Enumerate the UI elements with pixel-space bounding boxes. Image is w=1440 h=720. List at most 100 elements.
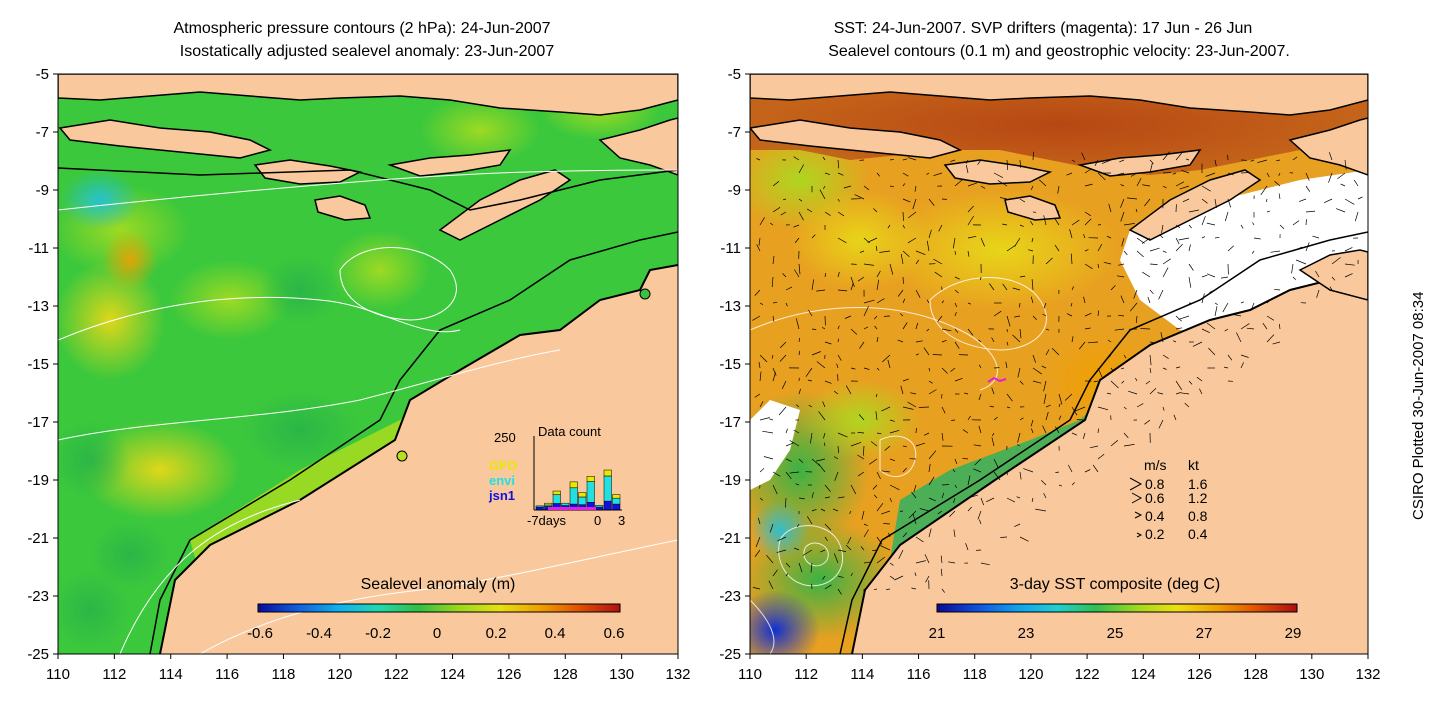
velocity-arrow (1162, 354, 1169, 359)
velocity-arrow (824, 341, 832, 345)
velocity-arrow (1344, 159, 1347, 170)
anomaly-patch (420, 95, 540, 165)
velocity-arrow (1149, 263, 1158, 265)
velocity-arrow (1066, 313, 1073, 317)
velocity-legend-kt: 1.6 (1188, 476, 1208, 492)
velocity-arrow (1182, 198, 1190, 203)
velocity-arrow (888, 532, 891, 538)
velocity-arrow (932, 354, 943, 356)
velocity-arrow (1120, 184, 1125, 187)
velocity-arrow (873, 588, 878, 591)
velocity-arrow (1087, 341, 1099, 344)
velocity-arrow (769, 523, 774, 533)
velocity-arrow (863, 367, 870, 370)
velocity-arrow (1224, 328, 1229, 332)
x-tick-label: 118 (963, 666, 987, 683)
velocity-arrow (1002, 283, 1008, 291)
velocity-arrow (1344, 263, 1355, 266)
velocity-arrow (965, 165, 969, 174)
velocity-arrow (993, 416, 998, 421)
velocity-arrow (1019, 159, 1022, 168)
velocity-arrow (1121, 380, 1125, 384)
velocity-arrow (850, 441, 862, 447)
velocity-arrow (1042, 425, 1047, 434)
velocity-arrow (1149, 367, 1152, 374)
velocity-arrow (1266, 334, 1275, 343)
velocity-arrow (845, 544, 852, 551)
velocity-arrow (879, 250, 891, 253)
anomaly-patch (260, 255, 340, 325)
velocity-arrow (1097, 172, 1106, 181)
x-tick-label: 120 (327, 666, 352, 683)
velocity-arrow (1032, 367, 1042, 375)
velocity-arrow (862, 445, 865, 456)
y-tick-label: -13 (719, 298, 741, 315)
velocity-arrow (1201, 328, 1210, 334)
velocity-arrow (875, 393, 878, 398)
velocity-arrow (908, 211, 917, 219)
velocity-arrow (783, 198, 787, 201)
velocity-arrow (811, 351, 821, 356)
velocity-arrow (1295, 259, 1307, 265)
velocity-arrow (978, 364, 982, 369)
velocity-legend-ms: 0.6 (1145, 490, 1165, 506)
velocity-arrow (818, 411, 826, 421)
velocity-arrow (1089, 445, 1099, 449)
velocity-arrow (1097, 367, 1103, 378)
velocity-arrow (902, 224, 905, 229)
velocity-arrow (1266, 299, 1272, 304)
velocity-arrow (1291, 263, 1294, 274)
velocity-arrow (820, 549, 826, 553)
velocity-arrow (1084, 218, 1092, 226)
velocity-arrow (1006, 406, 1011, 409)
velocity-arrow (850, 328, 858, 335)
velocity-arrow (964, 392, 969, 395)
velocity-arrow (897, 289, 904, 297)
velocity-arrow (1038, 179, 1047, 187)
velocity-arrow (1042, 313, 1047, 317)
velocity-arrow (772, 484, 778, 495)
velocity-arrow (824, 536, 828, 541)
anomaly-patch (240, 390, 360, 470)
velocity-arrow (902, 298, 906, 304)
velocity-arrow (1126, 197, 1138, 200)
y-tick-label: -23 (27, 588, 49, 605)
velocity-arrow (1012, 287, 1021, 291)
velocity-legend-arrow (1136, 532, 1143, 538)
velocity-arrow (785, 442, 794, 447)
velocity-arrow (837, 271, 840, 278)
velocity-arrow (1344, 273, 1353, 278)
velocity-arrow (850, 484, 857, 495)
velocity-arrow (770, 222, 774, 226)
velocity-arrow (948, 561, 956, 564)
velocity-arrow (824, 442, 826, 447)
anomaly-patch (58, 420, 130, 500)
velocity-arrow (902, 378, 909, 382)
velocity-arrow (772, 255, 775, 265)
velocity-arrow (798, 350, 801, 356)
inset-bar-GFO (552, 490, 561, 495)
velocity-arrow (965, 159, 969, 164)
velocity-arrow (759, 468, 765, 473)
velocity-arrow (1175, 380, 1183, 391)
velocity-arrow (1041, 365, 1047, 369)
velocity-arrow (933, 258, 943, 265)
velocity-arrow (926, 240, 930, 252)
velocity-arrow (1070, 253, 1073, 265)
velocity-arrow (1055, 209, 1060, 213)
y-tick-label: -23 (719, 588, 741, 605)
velocity-arrow (967, 302, 972, 305)
velocity-arrow (1097, 428, 1100, 434)
velocity-arrow (1118, 263, 1125, 266)
velocity-arrow (798, 497, 805, 500)
java-island (750, 119, 963, 159)
velocity-arrow (1031, 279, 1034, 291)
velocity-arrow (918, 406, 930, 408)
velocity-arrow (1251, 250, 1255, 254)
velocity-arrow (772, 301, 778, 304)
velocity-arrow (962, 429, 969, 434)
velocity-arrow (1220, 276, 1229, 279)
velocity-arrow (1227, 198, 1232, 208)
velocity-arrow (950, 159, 956, 162)
velocity-arrow (1206, 222, 1216, 226)
